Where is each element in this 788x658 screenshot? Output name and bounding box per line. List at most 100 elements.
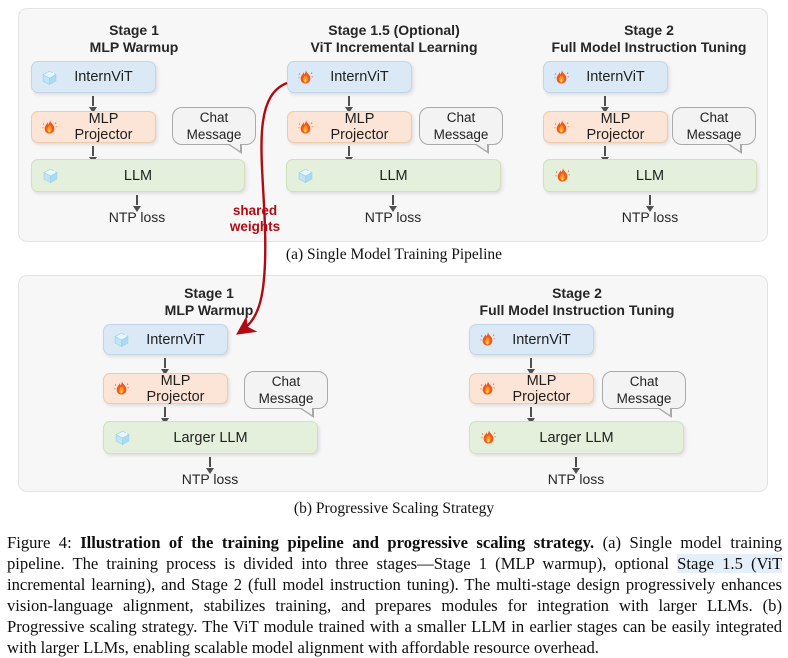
chat-line2: Message (186, 126, 242, 142)
stage1-title-line1: Stage 1 (109, 22, 159, 38)
shared-weights-label: shared weights (217, 203, 293, 235)
ntp-loss-label: NTP loss (364, 209, 422, 225)
down-arrow (600, 96, 609, 113)
figure-caption-body1: (a) Single model training pipeline. The … (7, 533, 782, 573)
ice-cube-icon (113, 331, 130, 348)
chat-line2: Message (686, 126, 742, 142)
down-arrow (344, 146, 353, 163)
llm-label: LLM (123, 167, 153, 184)
shared-weights-line1: shared (232, 203, 278, 218)
stage1-title-line2: MLP Warmup (89, 39, 179, 55)
mlp-projector-label: MLP Projector (512, 372, 571, 405)
chat-message-bubble: Chat Message (244, 371, 328, 418)
stage1-5-title: Stage 1.5 (Optional) ViT Incremental Lea… (294, 22, 494, 56)
larger-llm-label: Larger LLM (539, 429, 614, 446)
down-arrow (600, 146, 609, 163)
down-arrow (160, 358, 169, 375)
ice-cube-icon (297, 167, 314, 184)
figure-caption-prefix: Figure 4: (7, 533, 81, 552)
stage2-title-line2: Full Model Instruction Tuning (551, 39, 747, 55)
stage1-title: Stage 1 MLP Warmup (34, 22, 234, 56)
internvit-box: InternViT (469, 324, 594, 355)
stage1-title-line1: Stage 1 (184, 285, 234, 301)
down-arrow (645, 195, 654, 212)
ice-cube-icon (114, 429, 131, 446)
chat-line1: Chat (629, 374, 659, 389)
panel-a-caption: (a) Single Model Training Pipeline (285, 246, 503, 263)
mlp-projector-box: MLP Projector (103, 372, 228, 405)
larger-llm-box: Larger LLM (469, 421, 684, 454)
chat-line1: Chat (446, 110, 476, 125)
down-arrow (526, 407, 535, 424)
stage1-title: Stage 1 MLP Warmup (109, 285, 309, 319)
mlp-projector-label: MLP Projector (330, 111, 389, 143)
mlp-projector-box: MLP Projector (287, 111, 412, 143)
flame-icon (297, 69, 314, 86)
panel-a-single-model-pipeline: Stage 1 MLP Warmup InternViT MLP Project… (18, 8, 768, 242)
flame-icon (41, 119, 58, 136)
internvit-box: InternViT (31, 61, 156, 93)
llm-box: LLM (286, 159, 501, 192)
mlp-projector-box: MLP Projector (469, 372, 594, 405)
shared-weights-line2: weights (229, 219, 281, 234)
figure-caption-highlight: Stage 1.5 (ViT (677, 553, 782, 573)
down-arrow (344, 96, 353, 113)
mlp-projector-label: MLP Projector (586, 111, 645, 143)
ntp-loss-label: NTP loss (181, 471, 239, 487)
down-arrow (88, 96, 97, 113)
internvit-box: InternViT (543, 61, 668, 93)
stage2-title-line1: Stage 2 (552, 285, 602, 301)
chat-message-bubble: Chat Message (172, 107, 256, 154)
chat-line2: Message (616, 390, 672, 406)
ice-cube-icon (42, 167, 59, 184)
internvit-label: InternViT (74, 69, 133, 85)
flame-icon (480, 429, 497, 446)
chat-message-bubble: Chat Message (672, 107, 756, 154)
stage2-title-line1: Stage 2 (624, 22, 674, 38)
down-arrow (526, 358, 535, 375)
figure-caption: Figure 4: Illustration of the training p… (7, 533, 782, 658)
stage1-5-title-line2: ViT Incremental Learning (310, 39, 478, 55)
down-arrow (571, 457, 580, 474)
stage2-title-line2: Full Model Instruction Tuning (479, 302, 675, 318)
down-arrow (132, 195, 141, 212)
stage2-title: Stage 2 Full Model Instruction Tuning (477, 285, 677, 319)
llm-label: LLM (379, 167, 408, 184)
internvit-box: InternViT (287, 61, 412, 93)
panel-b-caption: (b) Progressive Scaling Strategy (293, 500, 495, 517)
down-arrow (160, 407, 169, 424)
figure-caption-body2: incremental learning), and Stage 2 (full… (7, 574, 782, 657)
internvit-label: InternViT (146, 331, 205, 348)
stage1-title-line2: MLP Warmup (164, 302, 254, 318)
stage2-title: Stage 2 Full Model Instruction Tuning (549, 22, 749, 56)
stage1-5-title-line1: Stage 1.5 (Optional) (328, 22, 460, 38)
llm-box: LLM (543, 159, 757, 192)
flame-icon (479, 331, 496, 348)
chat-line1: Chat (199, 110, 229, 125)
down-arrow (388, 195, 397, 212)
down-arrow (88, 146, 97, 163)
llm-label: LLM (635, 167, 665, 184)
mlp-projector-label: MLP Projector (146, 372, 205, 405)
mlp-projector-box: MLP Projector (31, 111, 156, 143)
flame-icon (479, 380, 496, 397)
internvit-label: InternViT (586, 69, 645, 85)
mlp-projector-label: MLP Projector (74, 111, 133, 143)
flame-icon (297, 119, 314, 136)
chat-message-bubble: Chat Message (602, 371, 686, 418)
chat-line2: Message (258, 390, 314, 406)
larger-llm-label: Larger LLM (173, 429, 248, 446)
flame-icon (554, 167, 571, 184)
mlp-projector-box: MLP Projector (543, 111, 668, 143)
ntp-loss-label: NTP loss (621, 209, 679, 225)
chat-message-bubble: Chat Message (419, 107, 503, 154)
larger-llm-box: Larger LLM (103, 421, 318, 454)
figure-caption-bold: Illustration of the training pipeline an… (80, 533, 595, 552)
panel-b-progressive-scaling: Stage 1 MLP Warmup InternViT MLP Project… (18, 275, 768, 492)
chat-line2: Message (433, 126, 489, 142)
flame-icon (553, 119, 570, 136)
internvit-box: InternViT (103, 324, 228, 355)
flame-icon (113, 380, 130, 397)
ntp-loss-label: NTP loss (108, 209, 166, 225)
